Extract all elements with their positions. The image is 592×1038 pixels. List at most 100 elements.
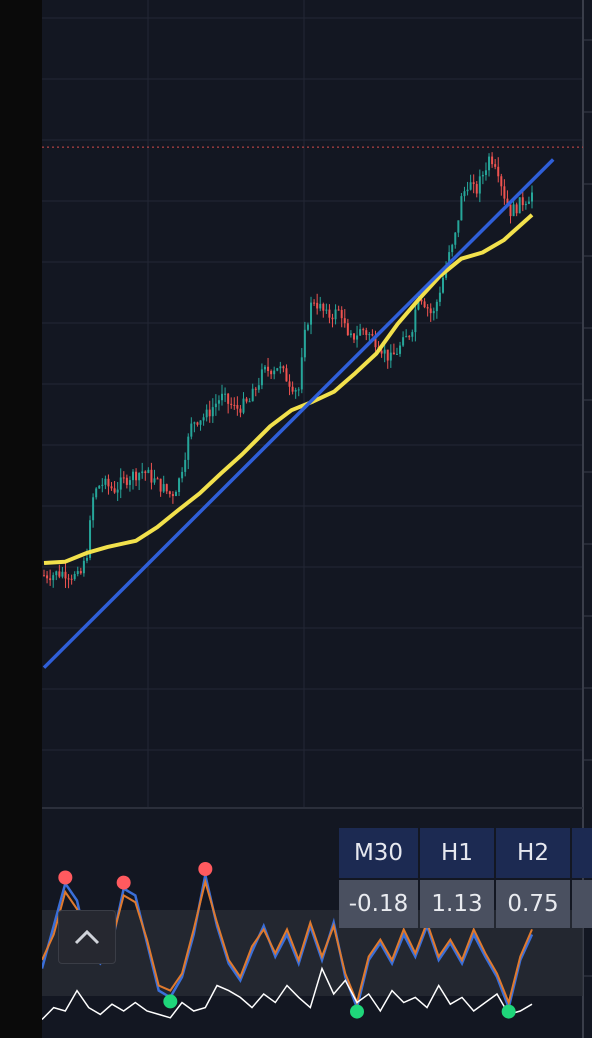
- candle-body: [491, 156, 494, 165]
- candle-body: [389, 352, 392, 361]
- candle-body: [245, 398, 248, 402]
- candle-body: [76, 571, 79, 574]
- candle-body: [285, 368, 288, 382]
- candle-body: [325, 309, 328, 311]
- candle-body: [89, 520, 92, 558]
- candle-body: [521, 197, 524, 206]
- candle-body: [362, 329, 365, 331]
- candle-body: [294, 390, 297, 392]
- candle-body: [352, 333, 355, 340]
- candle-body: [310, 302, 313, 325]
- candle-body: [217, 400, 220, 404]
- candle-body: [515, 204, 518, 214]
- candle-body: [55, 571, 58, 576]
- timeframe-header-partial: [572, 828, 592, 878]
- candle-body: [125, 477, 128, 485]
- candle-body: [472, 182, 475, 185]
- timeframe-header: H2: [496, 828, 570, 878]
- candle-body: [227, 393, 230, 404]
- candle-body: [273, 370, 276, 375]
- peak-marker: [198, 862, 213, 876]
- candle-body: [392, 352, 395, 355]
- candle-body: [288, 381, 291, 387]
- candle-body: [156, 478, 159, 480]
- candle-body: [153, 478, 156, 483]
- candle-body: [509, 204, 512, 217]
- chevron-up-icon: [74, 929, 100, 945]
- candle-body: [214, 403, 217, 408]
- candle-body: [254, 388, 257, 390]
- collapse-pane-button[interactable]: [58, 910, 116, 964]
- candle-body: [147, 469, 150, 473]
- candle-body: [165, 484, 168, 492]
- candle-body: [178, 478, 181, 492]
- candle-body: [448, 252, 451, 266]
- candle-body: [144, 471, 147, 473]
- candle-body: [503, 186, 506, 199]
- candle-body: [168, 491, 171, 495]
- left-sidebar-strip: [0, 0, 42, 1038]
- candle-body: [506, 198, 509, 205]
- candle-body: [368, 334, 371, 336]
- chart-area[interactable]: [42, 0, 592, 1038]
- candle-body: [279, 366, 282, 369]
- candle-body: [260, 369, 263, 386]
- candle-body: [484, 170, 487, 175]
- candle-body: [263, 366, 266, 370]
- candle-body: [420, 299, 423, 302]
- candle-body: [199, 420, 202, 425]
- candle-body: [478, 176, 481, 194]
- candle-body: [475, 184, 478, 194]
- candle-body: [85, 557, 88, 561]
- candle-body: [211, 407, 214, 417]
- candle-body: [230, 403, 233, 405]
- candle-body: [386, 349, 389, 361]
- candle-body: [257, 385, 260, 390]
- trough-marker: [163, 994, 178, 1009]
- candle-body: [73, 573, 76, 580]
- candle-body: [233, 404, 236, 406]
- trough-marker: [501, 1004, 516, 1019]
- moving-average-line: [43, 213, 534, 565]
- candle-body: [224, 393, 227, 395]
- candle-body: [306, 324, 309, 330]
- candle-body: [46, 575, 49, 579]
- candle-body: [282, 366, 285, 369]
- candle-body: [313, 302, 316, 304]
- candle-body: [380, 350, 383, 354]
- candle-body: [242, 398, 245, 413]
- candle-body: [61, 571, 64, 577]
- candle-body: [239, 408, 242, 413]
- candle-body: [70, 578, 73, 580]
- candle-body: [184, 459, 187, 472]
- candle-body: [141, 471, 144, 474]
- candle-body: [110, 486, 113, 489]
- price-chart-svg[interactable]: [42, 0, 592, 1038]
- candle-body: [92, 497, 95, 521]
- candle-body: [331, 317, 334, 320]
- candle-body: [466, 189, 469, 192]
- candle-body: [104, 478, 107, 485]
- candle-body: [300, 357, 303, 390]
- candle-body: [399, 345, 402, 354]
- candle-body: [171, 494, 174, 497]
- candle-body: [138, 473, 141, 481]
- candle-body: [411, 332, 414, 337]
- candle-body: [469, 182, 472, 190]
- trend-line[interactable]: [42, 158, 555, 669]
- candle-body: [174, 491, 177, 497]
- candle-body: [267, 366, 270, 372]
- candle-body: [79, 571, 82, 574]
- candle-body: [426, 307, 429, 309]
- candle-body: [417, 299, 420, 310]
- candle-body: [334, 309, 337, 320]
- peak-marker: [116, 875, 131, 890]
- timeframe-value-partial: [572, 880, 592, 928]
- candle-body: [58, 571, 61, 577]
- candle-body: [52, 575, 55, 581]
- candle-body: [135, 471, 138, 481]
- candle-body: [95, 488, 98, 498]
- candle-body: [527, 201, 530, 204]
- candle-body: [481, 174, 484, 177]
- candle-body: [236, 404, 239, 409]
